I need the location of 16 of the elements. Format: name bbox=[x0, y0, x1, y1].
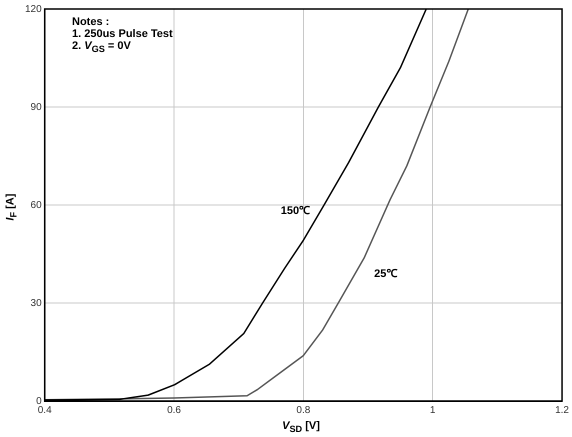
annotation: 1. 250us Pulse Test bbox=[72, 28, 173, 40]
x-tick-label: 1 bbox=[430, 404, 436, 416]
y-tick-label: 30 bbox=[30, 298, 42, 309]
x-tick-label: 0.8 bbox=[296, 404, 311, 416]
y-tick-label: 120 bbox=[24, 4, 42, 15]
y-tick-label: 60 bbox=[30, 200, 42, 211]
annotation: 2. V$_{GS}$ = 0V bbox=[72, 40, 131, 54]
annotation: Notes : bbox=[72, 16, 110, 28]
x-tick-label: 1.2 bbox=[555, 404, 570, 416]
x-axis-title: V$_{SD}$ [V] bbox=[281, 420, 321, 434]
x-tick-label: 0.6 bbox=[167, 404, 182, 416]
y-tick-label: 0 bbox=[36, 396, 42, 407]
series-label: 150℃ bbox=[280, 205, 310, 218]
y-tick-label: 90 bbox=[30, 102, 42, 113]
series-label: 25℃ bbox=[374, 268, 398, 280]
x-tick-label: 0.4 bbox=[38, 404, 52, 416]
